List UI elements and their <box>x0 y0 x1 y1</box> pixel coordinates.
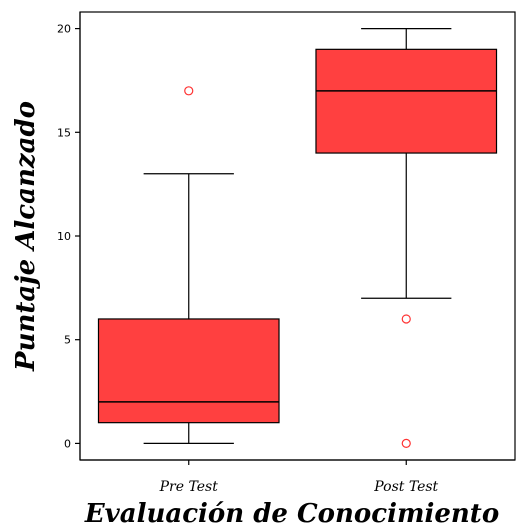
outlier-point <box>184 86 194 96</box>
y-tick-label: 20 <box>57 23 71 36</box>
y-axis-title: Puntaje Alcanzado <box>11 101 41 372</box>
x-tick-label: Pre Test <box>159 479 219 495</box>
y-tick-label: 0 <box>64 437 71 450</box>
iqr-box <box>315 48 498 154</box>
x-tick-label: Post Test <box>373 479 438 495</box>
y-tick-label: 10 <box>57 230 71 243</box>
iqr-box <box>97 318 280 424</box>
x-axis-ticks: Pre Test Post Test <box>159 460 439 495</box>
outlier-point <box>401 314 411 324</box>
y-axis-ticks: 0 5 10 15 20 <box>57 23 80 450</box>
x-axis-title: Evaluación de Conocimiento <box>84 499 499 529</box>
y-tick-label: 15 <box>57 126 71 139</box>
y-tick-label: 5 <box>64 334 71 347</box>
box-series <box>97 27 498 449</box>
outlier-point <box>401 438 411 449</box>
